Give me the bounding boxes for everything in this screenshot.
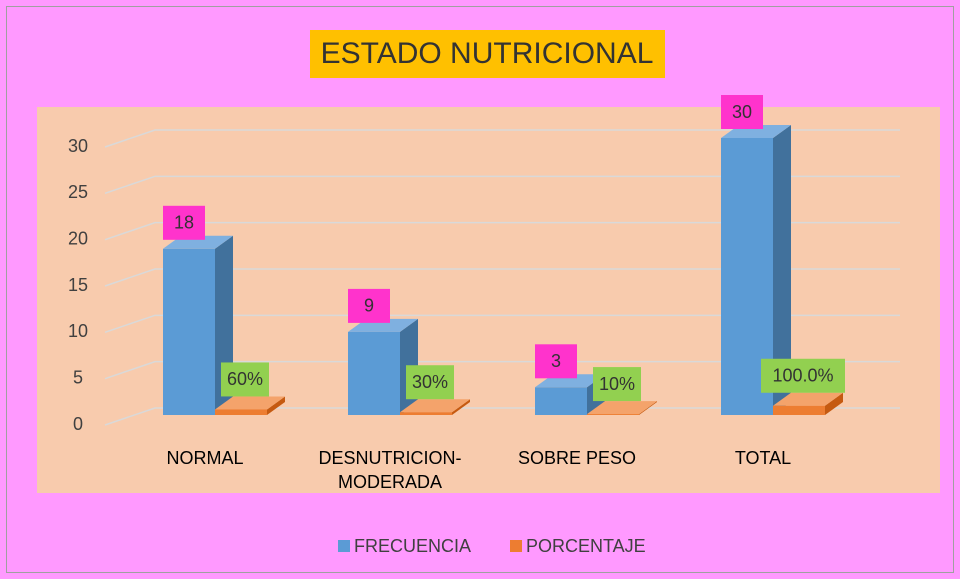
data-label: 100.0% [772,366,833,386]
data-label: 60% [227,369,263,389]
legend-swatch [338,540,350,552]
x-tick-label: DESNUTRICION-MODERADA [318,448,462,492]
data-label: 3 [551,351,561,371]
bar-side [639,401,657,415]
y-tick-label: 30 [68,136,88,156]
legend-label: PORCENTAJE [526,536,646,556]
data-label: 30% [412,372,448,392]
data-label: 9 [364,296,374,316]
bar-side [773,125,791,415]
y-tick-label: 10 [68,321,88,341]
data-label-box [593,367,641,402]
bar-top [587,401,657,415]
grid-line [104,314,900,334]
x-tick-label: TOTAL [734,448,792,468]
data-label-box [761,358,845,393]
y-tick-label: 5 [73,367,83,387]
bar-side [452,399,470,415]
y-tick-label: 0 [73,414,83,434]
bar [535,387,587,415]
grid-line [104,175,900,195]
grid-line [104,129,900,148]
bar-side [267,396,285,415]
title-box [310,30,665,78]
x-tick-label: SOBRE PESO [517,448,637,468]
y-tick-label: 20 [68,228,88,248]
data-label-box [535,344,577,379]
bar-side [825,392,843,415]
legend-label: FRECUENCIA [354,536,471,556]
bar-top [215,396,285,410]
grid-line [104,221,900,241]
bar [400,412,452,415]
data-label-box [721,95,763,129]
bar [587,414,639,415]
data-label-box [406,365,454,400]
bar-top [400,399,470,413]
grid-line [104,360,900,380]
y-tick-label: 15 [68,275,88,295]
x-tick-label: NORMAL [166,448,244,468]
data-label: 30 [732,102,752,122]
bar [348,331,400,415]
data-label: 10% [599,374,635,394]
grid-line [104,407,900,426]
bar [215,409,267,415]
data-label: 18 [174,213,194,233]
bar [773,405,825,415]
data-label-box [163,205,205,240]
data-label-box [221,362,269,397]
legend-swatch [510,540,522,552]
grid-line [104,268,900,287]
y-tick-label: 25 [68,182,88,202]
bar [163,248,215,415]
chart-title: ESTADO NUTRICIONAL [321,37,654,70]
bar-top [773,392,843,406]
chart-border [6,6,954,573]
data-label-box [348,288,390,323]
